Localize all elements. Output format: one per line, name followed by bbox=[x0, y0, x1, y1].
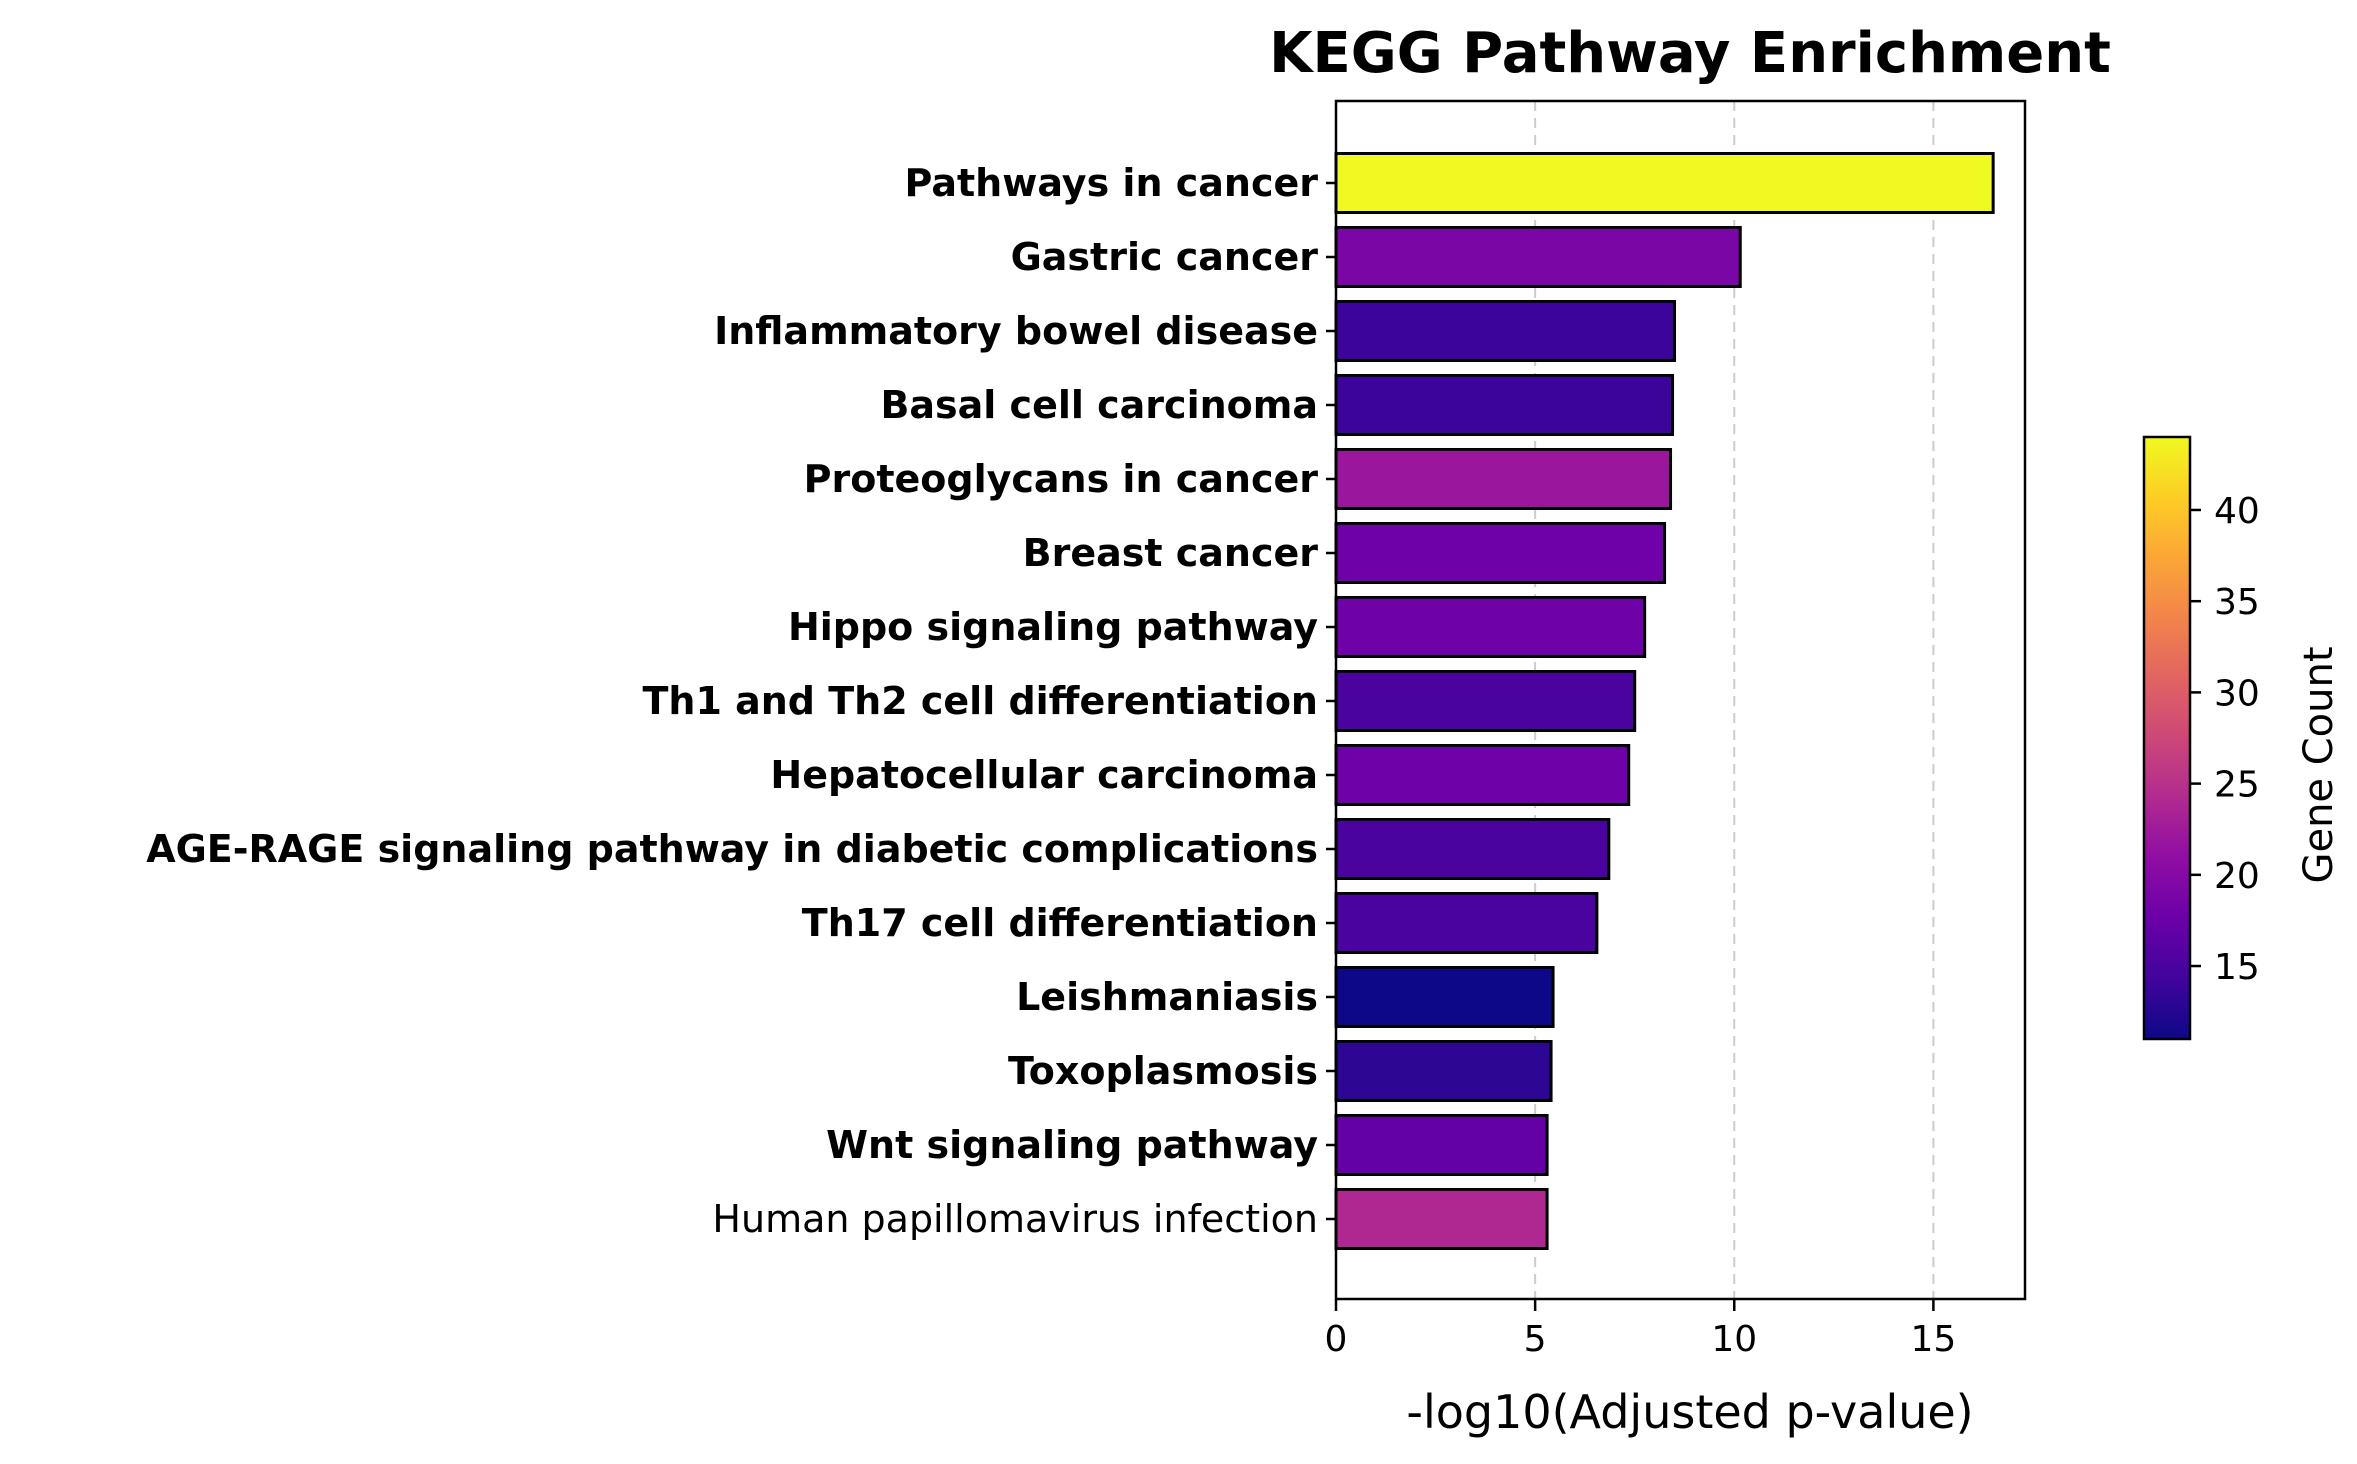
colorbar-tick-label: 15 bbox=[2214, 947, 2260, 988]
bar bbox=[1334, 596, 1647, 658]
chart-title: KEGG Pathway Enrichment bbox=[1269, 21, 2111, 86]
bar-layer bbox=[1334, 152, 1995, 1250]
colorbar-gradient-rect bbox=[2142, 435, 2192, 1041]
bar bbox=[1334, 522, 1667, 584]
bar bbox=[1334, 966, 1555, 1028]
category-label: Th17 cell differentiation bbox=[802, 901, 1318, 945]
bar bbox=[1334, 1188, 1549, 1250]
bar bbox=[1334, 1114, 1549, 1176]
bar bbox=[1334, 670, 1637, 732]
category-label-layer: Pathways in cancer Gastric cancer Inflamma… bbox=[146, 161, 1318, 1241]
bar bbox=[1334, 152, 1995, 214]
colorbar-tick-label: 20 bbox=[2214, 856, 2260, 897]
x-tick-label: 15 bbox=[1910, 1319, 1956, 1360]
category-label: Gastric cancer bbox=[1011, 235, 1319, 279]
bar bbox=[1334, 818, 1611, 880]
colorbar-tick-label: 40 bbox=[2214, 491, 2260, 532]
category-label: Basal cell carcinoma bbox=[880, 383, 1318, 427]
category-label: Proteoglycans in cancer bbox=[804, 457, 1319, 501]
bar bbox=[1334, 892, 1599, 954]
category-label: AGE-RAGE signaling pathway in diabetic c… bbox=[146, 827, 1318, 871]
category-label: Hippo signaling pathway bbox=[788, 605, 1318, 649]
bar bbox=[1334, 744, 1631, 806]
bar bbox=[1334, 226, 1742, 288]
colorbar-label: Gene Count bbox=[2296, 646, 2342, 883]
category-label: Hepatocellular carcinoma bbox=[770, 753, 1318, 797]
x-axis-label: -log10(Adjusted p-value) bbox=[1406, 1385, 1973, 1439]
bar bbox=[1334, 1040, 1553, 1102]
x-tick-label: 5 bbox=[1524, 1319, 1547, 1360]
colorbar: 15 20 25 30 35 40 bbox=[2142, 435, 2260, 1041]
category-label: Wnt signaling pathway bbox=[826, 1123, 1318, 1167]
bar bbox=[1334, 374, 1675, 436]
category-label: Human papillomavirus infection bbox=[712, 1197, 1318, 1241]
bar bbox=[1334, 448, 1673, 510]
category-label: Inflammatory bowel disease bbox=[714, 309, 1318, 353]
category-label: Th1 and Th2 cell differentiation bbox=[642, 679, 1318, 723]
bar bbox=[1334, 300, 1677, 362]
x-tick-label: 0 bbox=[1325, 1319, 1348, 1360]
category-label: Leishmaniasis bbox=[1016, 975, 1318, 1019]
category-label: Toxoplasmosis bbox=[1008, 1049, 1318, 1093]
category-label: Breast cancer bbox=[1023, 531, 1319, 575]
axis-layer: 0 5 10 15 bbox=[1325, 99, 2027, 1360]
colorbar-tick-label: 35 bbox=[2214, 582, 2260, 623]
colorbar-tick-label: 25 bbox=[2214, 765, 2260, 806]
category-label: Pathways in cancer bbox=[905, 161, 1319, 205]
colorbar-tick-label: 30 bbox=[2214, 673, 2260, 714]
x-tick-label: 10 bbox=[1711, 1319, 1757, 1360]
